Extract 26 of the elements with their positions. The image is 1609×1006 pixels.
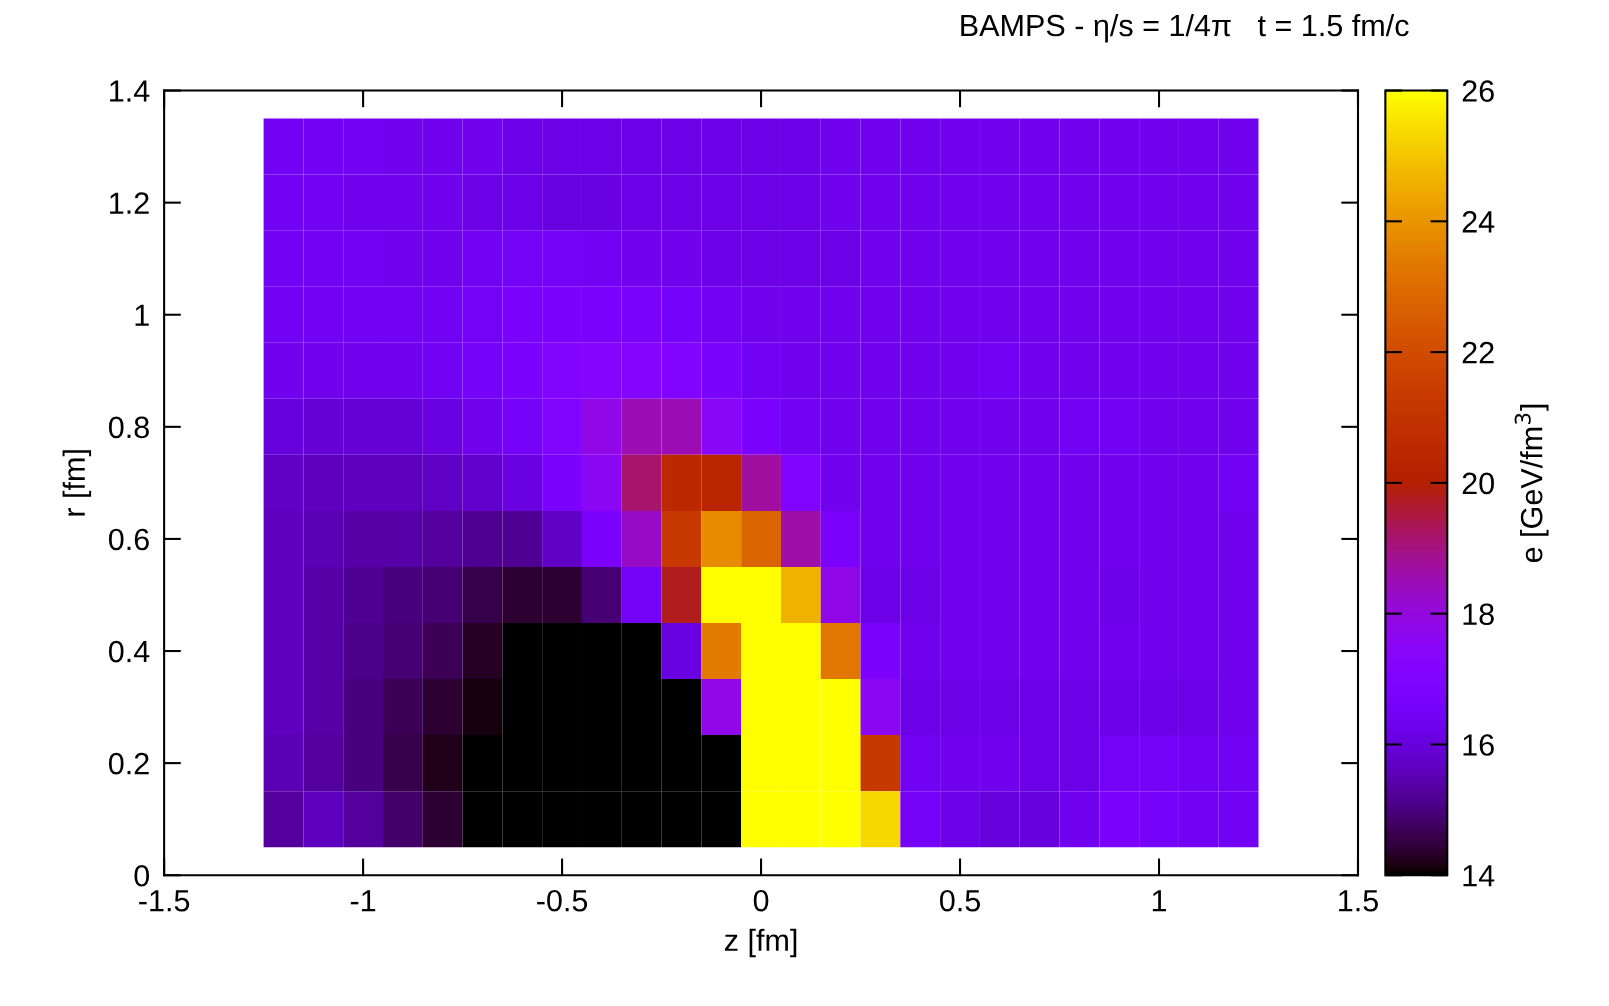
color-bar-label: 20 — [1462, 472, 1494, 495]
color-bar-label: 16 — [1463, 734, 1494, 756]
y-tick-label: 0.8 — [108, 416, 149, 439]
color-bar-label: 26 — [1462, 80, 1494, 102]
x-tick-label: 0.5 — [939, 889, 980, 912]
color-bar-label: 22 — [1462, 341, 1494, 364]
x-axis-title: z [fm] — [724, 928, 797, 958]
y-tick-label: 0.4 — [108, 640, 150, 663]
x-tick-label: -1.5 — [139, 890, 190, 912]
y-axis-title: r [fm] — [62, 450, 92, 516]
x-tick-label: 0 — [753, 889, 769, 912]
y-tick-label: 1.4 — [110, 80, 150, 102]
color-bar-label: 14 — [1463, 865, 1495, 887]
x-tick-label: 1.5 — [1339, 890, 1378, 912]
x-tick-label: -0.5 — [537, 889, 588, 912]
color-bar-label: 24 — [1462, 211, 1495, 233]
y-tick-label: 0.2 — [108, 752, 149, 775]
color-bar-title: e [GeV/fm$^{3}$] — [1514, 404, 1549, 563]
y-tick-label: 1.2 — [110, 192, 149, 214]
y-tick-label: 0.6 — [108, 528, 149, 551]
y-tick-label: 0 — [134, 864, 150, 887]
x-tick-label: -1 — [350, 890, 376, 912]
y-tick-label: 1 — [135, 304, 149, 326]
color-bar-label: 18 — [1463, 603, 1494, 626]
chart-title: BAMPS - η/s = 1/4π t = 1.5 fm/c — [961, 13, 1409, 43]
x-tick-label: 1 — [1152, 890, 1167, 912]
